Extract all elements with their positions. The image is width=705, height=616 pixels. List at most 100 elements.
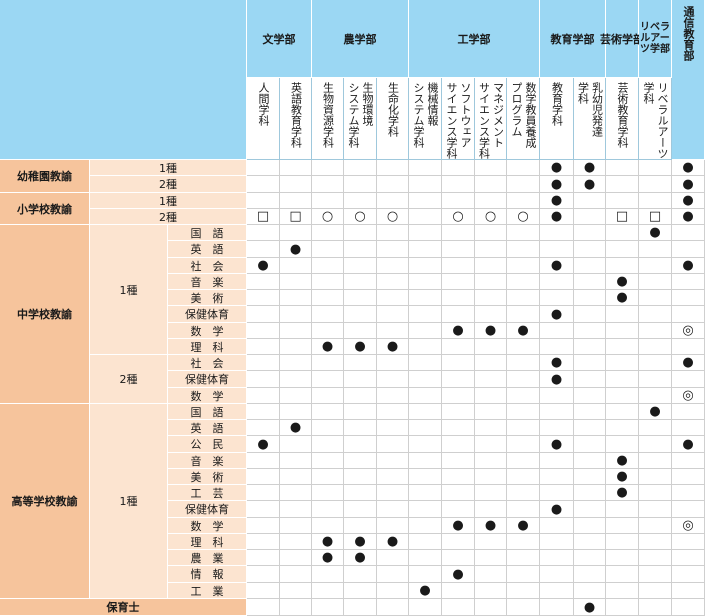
table-cell [409, 258, 442, 274]
table-cell [639, 258, 672, 274]
table-cell: ● [639, 225, 672, 241]
table-cell [442, 453, 475, 469]
nursery-label: 保育士 [106, 601, 140, 614]
department-name: 機械情報 システム学科 [412, 82, 439, 148]
department-header: 人間学科 [247, 78, 280, 160]
table-cell [475, 355, 507, 371]
table-cell [540, 550, 574, 566]
grade-cell: 1種 [90, 160, 247, 176]
table-cell [344, 453, 377, 469]
table-cell [377, 566, 409, 583]
table-cell [672, 534, 705, 550]
table-cell: ◎ [672, 518, 705, 534]
subject-cell: 数 学 [168, 323, 247, 339]
filled-circle-mark: ● [550, 176, 563, 192]
filled-circle-mark: ● [517, 323, 529, 338]
table-corner [0, 0, 247, 160]
table-cell [639, 436, 672, 453]
table-cell [639, 339, 672, 355]
department-name: 生物資源学科 [322, 82, 335, 148]
subject-label: 保健体育 [185, 503, 229, 516]
table-cell: □ [280, 209, 312, 225]
table-cell [409, 323, 442, 339]
table-cell [606, 241, 639, 258]
table-cell [344, 420, 377, 436]
table-cell [475, 290, 507, 306]
table-cell [247, 176, 280, 193]
table-cell [409, 193, 442, 209]
double-circle-mark: ◎ [682, 388, 694, 403]
filled-circle-mark: ● [616, 469, 628, 484]
filled-circle-mark: ● [354, 534, 366, 549]
faculty-name: 教育学部 [550, 32, 595, 46]
table-cell: ○ [475, 209, 507, 225]
table-cell [475, 485, 507, 501]
table-cell [574, 469, 606, 485]
grade-label: 2種 [159, 178, 177, 191]
department-name: 人間学科 [257, 82, 270, 126]
table-cell [606, 160, 639, 176]
department-name: 芸術教育学科 [616, 82, 629, 148]
department-name: マネジメント サイエンス学科 [478, 82, 505, 159]
subject-label: 保健体育 [185, 373, 229, 386]
subject-cell: 保健体育 [168, 371, 247, 388]
subject-label: 工 芸 [190, 486, 224, 500]
table-cell [280, 501, 312, 518]
table-cell [280, 274, 312, 290]
table-cell [377, 274, 409, 290]
table-cell [409, 501, 442, 518]
subject-cell: 理 科 [168, 534, 247, 550]
subject-cell: 数 学 [168, 388, 247, 404]
table-cell: ● [312, 534, 344, 550]
table-cell [377, 469, 409, 485]
department-name-line: プログラム [510, 82, 523, 137]
subject-label: 英 語 [190, 421, 224, 435]
table-cell [312, 290, 344, 306]
faculty-header: 教育学部 [540, 0, 606, 78]
table-cell [507, 388, 540, 404]
table-cell [540, 518, 574, 534]
department-name-line: 生物環境 [361, 82, 374, 126]
table-cell [280, 485, 312, 501]
table-cell [280, 469, 312, 485]
table-cell [507, 339, 540, 355]
table-cell [574, 534, 606, 550]
table-cell [442, 258, 475, 274]
table-cell [606, 323, 639, 339]
table-cell [639, 469, 672, 485]
table-cell [247, 339, 280, 355]
table-cell [540, 469, 574, 485]
table-cell [639, 550, 672, 566]
table-cell [639, 355, 672, 371]
table-cell [247, 388, 280, 404]
table-cell [344, 290, 377, 306]
table-cell: ◎ [672, 388, 705, 404]
table-cell [312, 355, 344, 371]
table-cell [672, 550, 705, 566]
table-cell [312, 258, 344, 274]
table-cell [344, 160, 377, 176]
table-cell: ○ [344, 209, 377, 225]
grade-label: 1種 [159, 194, 177, 208]
filled-circle-mark: ● [616, 290, 628, 305]
table-cell [280, 583, 312, 599]
table-cell [312, 371, 344, 388]
department-name: 生命化学科 [387, 82, 400, 137]
faculty-name: 芸術学部 [600, 32, 644, 46]
table-cell [540, 241, 574, 258]
table-cell [606, 371, 639, 388]
table-cell: ● [606, 290, 639, 306]
subject-label: 農 業 [190, 551, 224, 565]
table-cell [344, 404, 377, 420]
open-circle-mark: ○ [452, 209, 464, 224]
filled-circle-mark: ● [550, 355, 563, 370]
table-cell [475, 160, 507, 176]
table-cell [574, 566, 606, 583]
department-name-line: ソフトウェア [459, 82, 472, 148]
table-cell [606, 225, 639, 241]
table-cell [247, 420, 280, 436]
subject-cell: 公 民 [168, 436, 247, 453]
table-cell [475, 274, 507, 290]
table-cell [409, 485, 442, 501]
table-cell [606, 388, 639, 404]
